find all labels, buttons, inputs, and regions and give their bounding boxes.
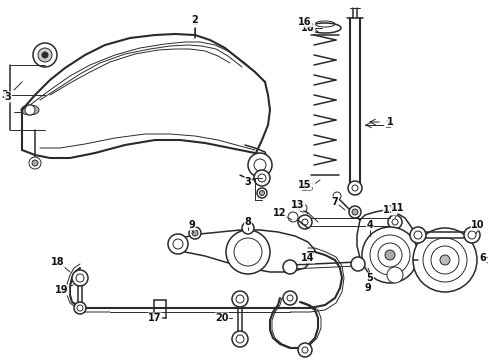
Circle shape — [236, 295, 244, 303]
Circle shape — [352, 185, 358, 191]
Polygon shape — [175, 230, 315, 272]
Circle shape — [299, 204, 307, 212]
Circle shape — [192, 230, 198, 236]
Circle shape — [74, 302, 86, 314]
Circle shape — [25, 105, 35, 115]
Circle shape — [283, 291, 297, 305]
Circle shape — [32, 160, 38, 166]
Circle shape — [248, 153, 272, 177]
Circle shape — [464, 227, 480, 243]
Text: 20: 20 — [215, 313, 229, 323]
Circle shape — [260, 190, 265, 195]
Text: 12: 12 — [273, 208, 287, 218]
Text: 13: 13 — [291, 200, 305, 210]
Circle shape — [413, 228, 477, 292]
Circle shape — [77, 305, 83, 311]
Circle shape — [440, 255, 450, 265]
Text: 3: 3 — [245, 177, 251, 187]
Circle shape — [42, 52, 48, 58]
Circle shape — [468, 231, 476, 239]
Text: 1: 1 — [385, 120, 392, 130]
Polygon shape — [357, 210, 415, 275]
Circle shape — [232, 331, 248, 347]
Circle shape — [352, 209, 358, 215]
Text: 16: 16 — [298, 17, 312, 27]
Ellipse shape — [21, 105, 39, 115]
Circle shape — [257, 188, 267, 198]
Text: 15: 15 — [298, 180, 312, 190]
Circle shape — [392, 219, 398, 225]
Text: 3: 3 — [4, 92, 11, 102]
Text: 9: 9 — [365, 283, 371, 293]
Circle shape — [232, 291, 248, 307]
Circle shape — [234, 238, 262, 266]
Text: 8: 8 — [245, 217, 251, 227]
Circle shape — [370, 235, 410, 275]
Circle shape — [76, 274, 84, 282]
Text: 5: 5 — [367, 273, 373, 283]
Circle shape — [385, 250, 395, 260]
Circle shape — [351, 257, 365, 271]
Circle shape — [226, 230, 270, 274]
Circle shape — [348, 181, 362, 195]
Circle shape — [168, 234, 188, 254]
Circle shape — [242, 222, 254, 234]
Text: 19: 19 — [55, 285, 69, 295]
Text: 17: 17 — [148, 313, 162, 323]
Circle shape — [410, 227, 426, 243]
Text: 11: 11 — [383, 205, 397, 215]
Circle shape — [387, 267, 403, 283]
Circle shape — [388, 215, 402, 229]
Circle shape — [236, 335, 244, 343]
Circle shape — [423, 238, 467, 282]
Text: 3: 3 — [1, 90, 8, 100]
Text: 6: 6 — [480, 253, 487, 263]
Text: 9: 9 — [189, 220, 196, 230]
Circle shape — [298, 215, 312, 229]
Text: 1: 1 — [387, 117, 393, 127]
Circle shape — [302, 347, 308, 353]
Text: 18: 18 — [51, 257, 65, 267]
Text: 7: 7 — [332, 197, 339, 207]
Circle shape — [362, 227, 418, 283]
Text: 2: 2 — [192, 15, 198, 25]
Circle shape — [189, 227, 201, 239]
Text: 11: 11 — [391, 203, 405, 213]
Circle shape — [258, 174, 266, 182]
Circle shape — [33, 43, 57, 67]
Circle shape — [173, 239, 183, 249]
Circle shape — [378, 243, 402, 267]
Text: 10: 10 — [471, 220, 485, 230]
Circle shape — [288, 212, 298, 222]
Circle shape — [414, 231, 422, 239]
Circle shape — [29, 157, 41, 169]
Circle shape — [431, 246, 459, 274]
Circle shape — [302, 219, 308, 225]
Circle shape — [72, 270, 88, 286]
Circle shape — [254, 159, 266, 171]
Circle shape — [287, 295, 293, 301]
Circle shape — [349, 206, 361, 218]
Text: 15: 15 — [301, 183, 315, 193]
Text: 16: 16 — [301, 23, 315, 33]
Circle shape — [254, 170, 270, 186]
Circle shape — [298, 343, 312, 357]
Circle shape — [333, 192, 341, 200]
Circle shape — [38, 48, 52, 62]
Text: 2: 2 — [192, 17, 198, 27]
Text: 14: 14 — [301, 253, 315, 263]
Text: 4: 4 — [367, 220, 373, 230]
Circle shape — [283, 260, 297, 274]
